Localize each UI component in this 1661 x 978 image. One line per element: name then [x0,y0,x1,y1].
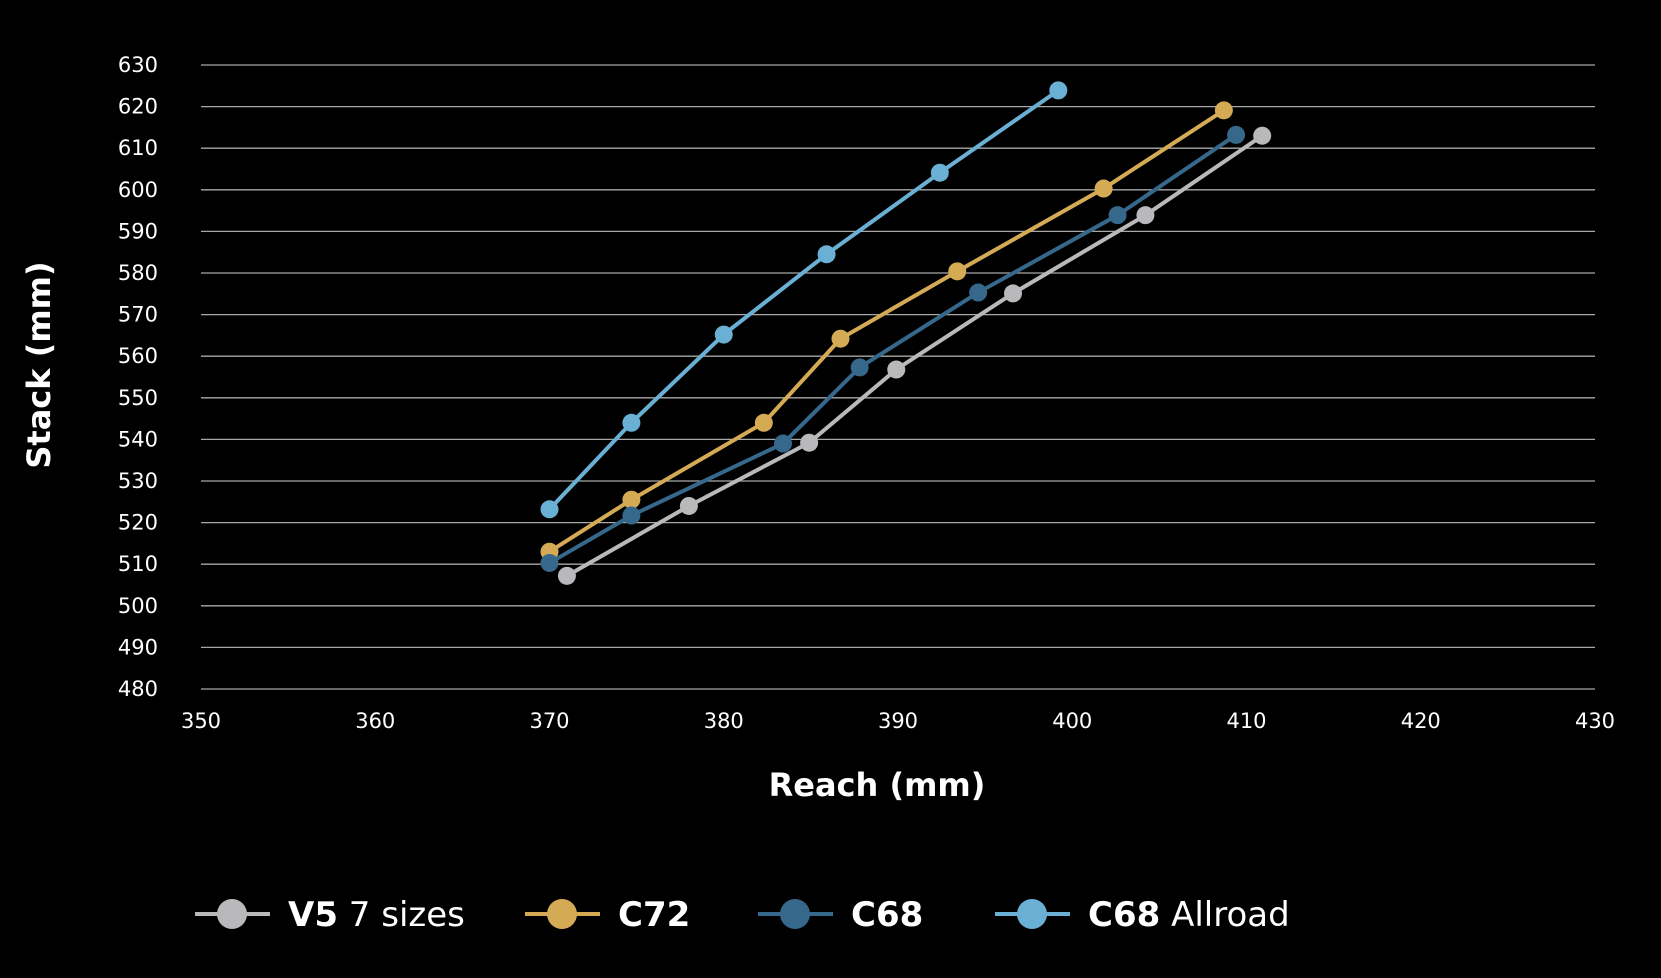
y-tick-label: 530 [118,469,158,493]
data-point [622,413,641,432]
x-axis-title: Reach (mm) [769,766,986,804]
data-point [1094,179,1113,198]
data-point [773,434,792,453]
data-point [540,553,559,572]
y-tick-label: 570 [118,303,158,327]
data-point [622,490,641,509]
legend-label-bold: C68 [1088,895,1160,935]
data-point [1136,206,1155,225]
data-point [948,262,967,281]
legend-item: V5 7 sizes [195,895,465,935]
legend-item: C68 Allroad [995,895,1290,935]
data-point [930,163,949,182]
data-point [1253,126,1272,145]
data-point [622,506,641,525]
legend-marker [1017,899,1047,929]
data-point [817,245,836,264]
series-line [548,108,1225,554]
data-point [714,325,733,344]
legend-label: C68 [851,895,923,935]
series-line [548,133,1238,565]
y-tick-label: 520 [118,511,158,535]
legend-marker [217,899,247,929]
y-tick-label: 610 [118,136,158,160]
x-tick-labels: 350 360 370 380 390 400 410 420 430 [181,709,1615,733]
x-tick-label: 390 [878,709,918,733]
series-group [540,81,1272,585]
data-point [1004,284,1023,303]
data-point [1108,206,1127,225]
legend-marker [780,899,810,929]
series-c72 [540,101,1233,561]
series-c68-allroad [540,81,1068,519]
legend-label-bold: C68 [851,895,923,935]
data-point [540,500,559,519]
data-point [969,283,988,302]
data-point [887,360,906,379]
legend: V5 7 sizes C72 C68 C68 Allroad [195,895,1290,935]
legend-label-rest: Allroad [1160,895,1289,935]
x-tick-label: 400 [1052,709,1092,733]
y-tick-labels: 480 490 500 510 520 530 540 550 560 570 580 590 600 6… [118,53,158,701]
x-tick-label: 410 [1226,709,1266,733]
x-tick-label: 420 [1401,709,1441,733]
data-point [754,413,773,432]
legend-label-bold: C72 [618,895,690,935]
x-tick-label: 380 [704,709,744,733]
y-tick-label: 540 [118,427,158,451]
legend-item: C72 [525,895,690,935]
y-tick-label: 560 [118,344,158,368]
series-v5-7-sizes [557,126,1272,585]
y-axis-title: Stack (mm) [20,261,58,468]
data-point [850,358,869,377]
legend-label-rest: 7 sizes [338,895,465,935]
x-tick-label: 370 [529,709,569,733]
x-tick-label: 350 [181,709,221,733]
data-point [557,566,576,585]
series-line [548,88,1060,511]
legend-marker [547,899,577,929]
x-tick-label: 430 [1575,709,1615,733]
legend-label: V5 7 sizes [288,895,465,935]
x-tick-label: 360 [355,709,395,733]
legend-label: C68 Allroad [1088,895,1290,935]
data-point [1214,101,1233,120]
series-c68 [540,125,1246,572]
y-tick-label: 490 [118,635,158,659]
data-point [1049,81,1068,100]
gridlines [201,64,1595,690]
data-point [1227,125,1246,144]
legend-label-bold: V5 [288,895,338,935]
legend-label: C72 [618,895,690,935]
y-tick-label: 630 [118,53,158,77]
y-tick-label: 600 [118,178,158,202]
legend-item: C68 [758,895,923,935]
y-tick-label: 550 [118,386,158,410]
y-tick-label: 620 [118,95,158,119]
y-tick-label: 590 [118,219,158,243]
data-point [800,433,819,452]
data-point [831,329,850,348]
y-tick-label: 580 [118,261,158,285]
y-tick-label: 510 [118,552,158,576]
y-tick-label: 500 [118,594,158,618]
y-tick-label: 480 [118,677,158,701]
data-point [679,496,698,515]
